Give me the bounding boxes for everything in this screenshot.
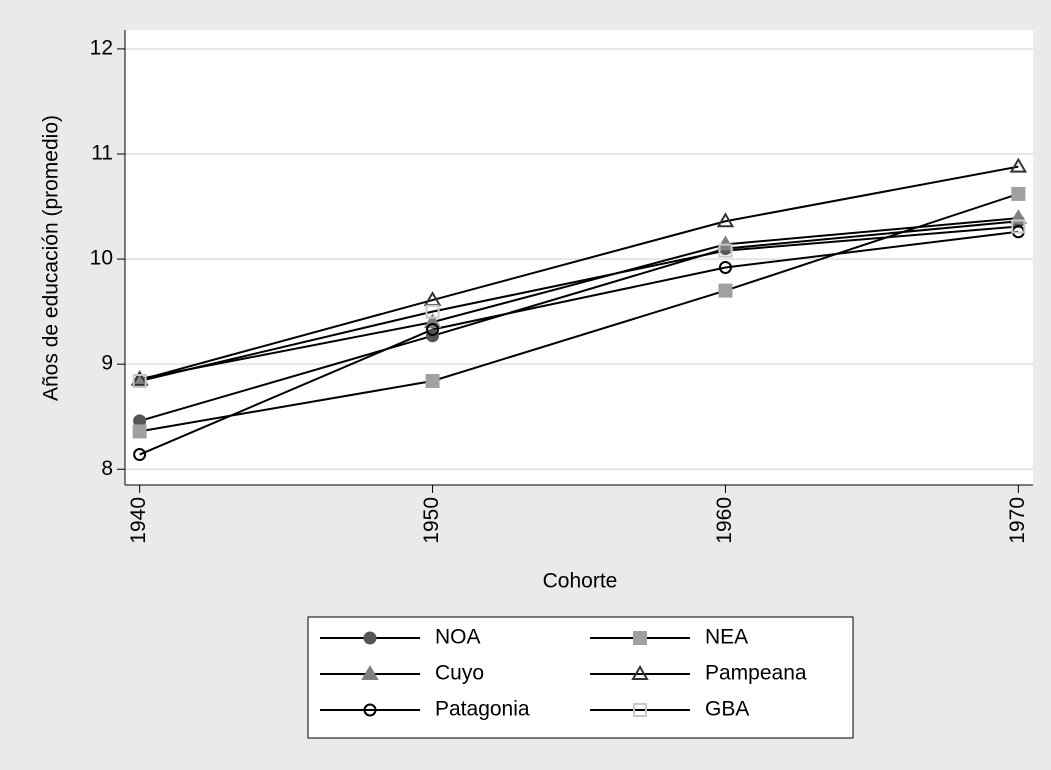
y-tick-label: 8 (101, 457, 113, 480)
x-axis-title: Cohorte (543, 570, 618, 593)
x-tick-label: 1940 (127, 497, 150, 544)
marker (425, 373, 440, 388)
series-line (139, 217, 1019, 380)
marker (425, 304, 440, 319)
y-tick-label: 12 (90, 36, 113, 59)
legend-label: GBA (705, 698, 749, 721)
series-line (139, 192, 1019, 433)
marker (132, 424, 147, 439)
marker (132, 373, 147, 388)
series-line (139, 220, 1019, 422)
marker (133, 448, 147, 462)
legend-marker (633, 631, 647, 645)
legend-marker (633, 703, 647, 717)
marker (1011, 219, 1026, 234)
x-tick-label: 1970 (1006, 497, 1029, 544)
legend-label: NEA (705, 626, 748, 649)
legend-label: NOA (435, 626, 481, 649)
marker (718, 283, 733, 298)
y-axis-title: Años de educación (promedio) (40, 115, 63, 401)
legend-marker (363, 703, 377, 717)
marker (718, 260, 732, 274)
marker (1009, 157, 1028, 173)
y-tick-label: 10 (90, 247, 113, 270)
marker (716, 212, 735, 228)
legend-marker (363, 631, 377, 645)
x-tick-label: 1960 (713, 497, 736, 544)
marker (1011, 186, 1026, 201)
plot-area (125, 30, 1033, 485)
series-line (139, 165, 1019, 381)
legend-marker (631, 665, 649, 680)
legend-label: Patagonia (435, 698, 530, 721)
marker (716, 235, 735, 251)
legend-marker (361, 665, 379, 680)
marker (130, 370, 149, 386)
y-tick-label: 9 (101, 352, 113, 375)
series-line (139, 230, 1019, 456)
legend-label: Cuyo (435, 662, 484, 685)
marker (426, 322, 440, 336)
x-tick-label: 1950 (420, 497, 443, 544)
series-line (139, 225, 1019, 382)
y-tick-label: 11 (91, 142, 113, 165)
marker (718, 243, 733, 258)
legend-label: Pampeana (705, 662, 807, 685)
